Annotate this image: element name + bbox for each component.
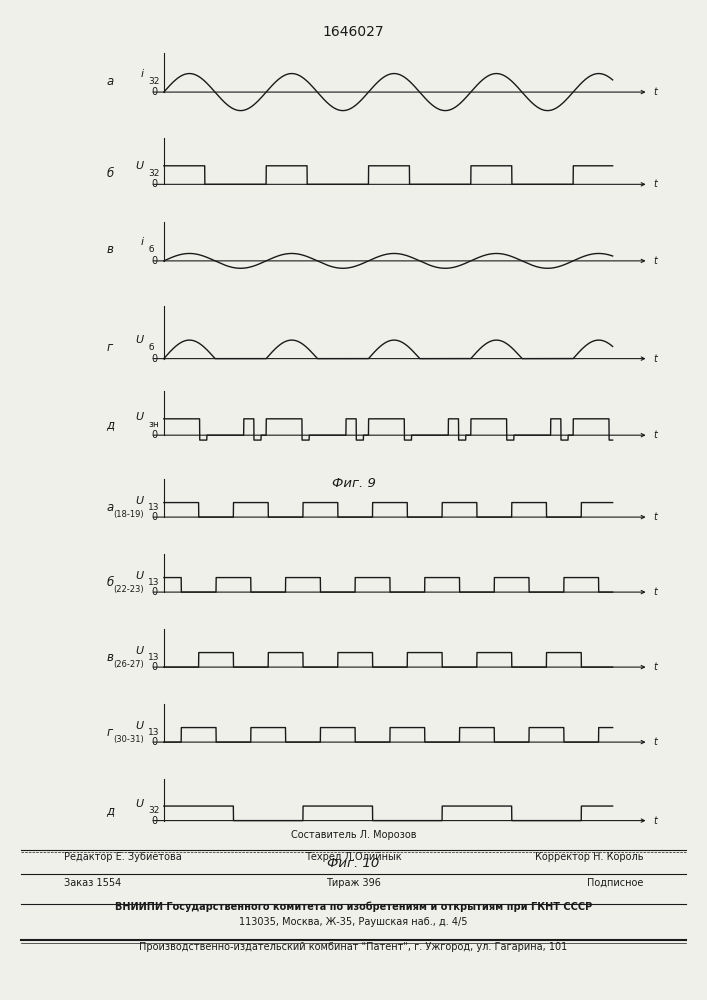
Text: б: б (148, 343, 153, 352)
Text: Редактор Е. Зубиетова: Редактор Е. Зубиетова (64, 852, 182, 862)
Text: 0: 0 (151, 587, 157, 597)
Text: 0: 0 (151, 87, 157, 97)
Text: (18-19): (18-19) (113, 510, 144, 519)
Text: 0: 0 (151, 662, 157, 672)
Text: 0: 0 (151, 179, 157, 189)
Text: 0: 0 (151, 256, 157, 266)
Text: в: в (107, 243, 113, 256)
Text: 0: 0 (151, 512, 157, 522)
Text: Техред Л.Олийнык: Техред Л.Олийнык (305, 852, 402, 862)
Text: U: U (136, 412, 144, 422)
Text: 13: 13 (148, 578, 160, 587)
Text: 13: 13 (148, 503, 160, 512)
Text: Фиг. 10: Фиг. 10 (327, 857, 380, 870)
Text: 0: 0 (151, 816, 157, 826)
Text: U: U (136, 161, 144, 171)
Text: 0: 0 (151, 737, 157, 747)
Text: б: б (106, 576, 114, 589)
Text: зн: зн (148, 420, 159, 429)
Text: г: г (107, 341, 113, 354)
Text: i: i (141, 69, 144, 79)
Text: Заказ 1554: Заказ 1554 (64, 878, 121, 888)
Text: t: t (653, 587, 657, 597)
Text: в: в (107, 651, 113, 664)
Text: 32: 32 (148, 77, 160, 86)
Text: t: t (653, 737, 657, 747)
Text: t: t (653, 256, 657, 266)
Text: U: U (136, 799, 144, 809)
Text: Корректор Н. Король: Корректор Н. Король (535, 852, 643, 862)
Text: 13: 13 (148, 653, 160, 662)
Text: t: t (653, 816, 657, 826)
Text: U: U (136, 571, 144, 581)
Text: (26-27): (26-27) (113, 660, 144, 669)
Text: б: б (148, 245, 153, 254)
Text: t: t (653, 179, 657, 189)
Text: i: i (141, 237, 144, 247)
Text: ВНИИПИ Государственного комитета по изобретениям и открытиям при ГКНТ СССР: ВНИИПИ Государственного комитета по изоб… (115, 902, 592, 912)
Text: U: U (136, 496, 144, 506)
Text: Составитель Л. Морозов: Составитель Л. Морозов (291, 830, 416, 840)
Text: 13: 13 (148, 728, 160, 737)
Text: а: а (106, 75, 114, 88)
Text: t: t (653, 354, 657, 364)
Text: д: д (106, 418, 114, 431)
Text: г: г (107, 726, 113, 739)
Text: Производственно-издательский комбинат "Патент", г. Ужгород, ул. Гагарина, 101: Производственно-издательский комбинат "П… (139, 942, 568, 952)
Text: Подписное: Подписное (587, 878, 643, 888)
Text: 0: 0 (151, 354, 157, 364)
Text: б: б (106, 167, 114, 180)
Text: U: U (136, 335, 144, 345)
Text: t: t (653, 512, 657, 522)
Text: t: t (653, 87, 657, 97)
Text: 0: 0 (151, 430, 157, 440)
Text: д: д (106, 804, 114, 817)
Text: 32: 32 (148, 806, 160, 815)
Text: 113035, Москва, Ж-35, Раушская наб., д. 4/5: 113035, Москва, Ж-35, Раушская наб., д. … (239, 917, 468, 927)
Text: 1646027: 1646027 (322, 25, 385, 39)
Text: Фиг. 9: Фиг. 9 (332, 477, 375, 490)
Text: 32: 32 (148, 169, 160, 178)
Text: U: U (136, 646, 144, 656)
Text: Тираж 396: Тираж 396 (326, 878, 381, 888)
Text: а: а (106, 501, 114, 514)
Text: t: t (653, 430, 657, 440)
Text: (22-23): (22-23) (113, 585, 144, 594)
Text: (30-31): (30-31) (113, 735, 144, 744)
Text: t: t (653, 662, 657, 672)
Text: U: U (136, 721, 144, 731)
